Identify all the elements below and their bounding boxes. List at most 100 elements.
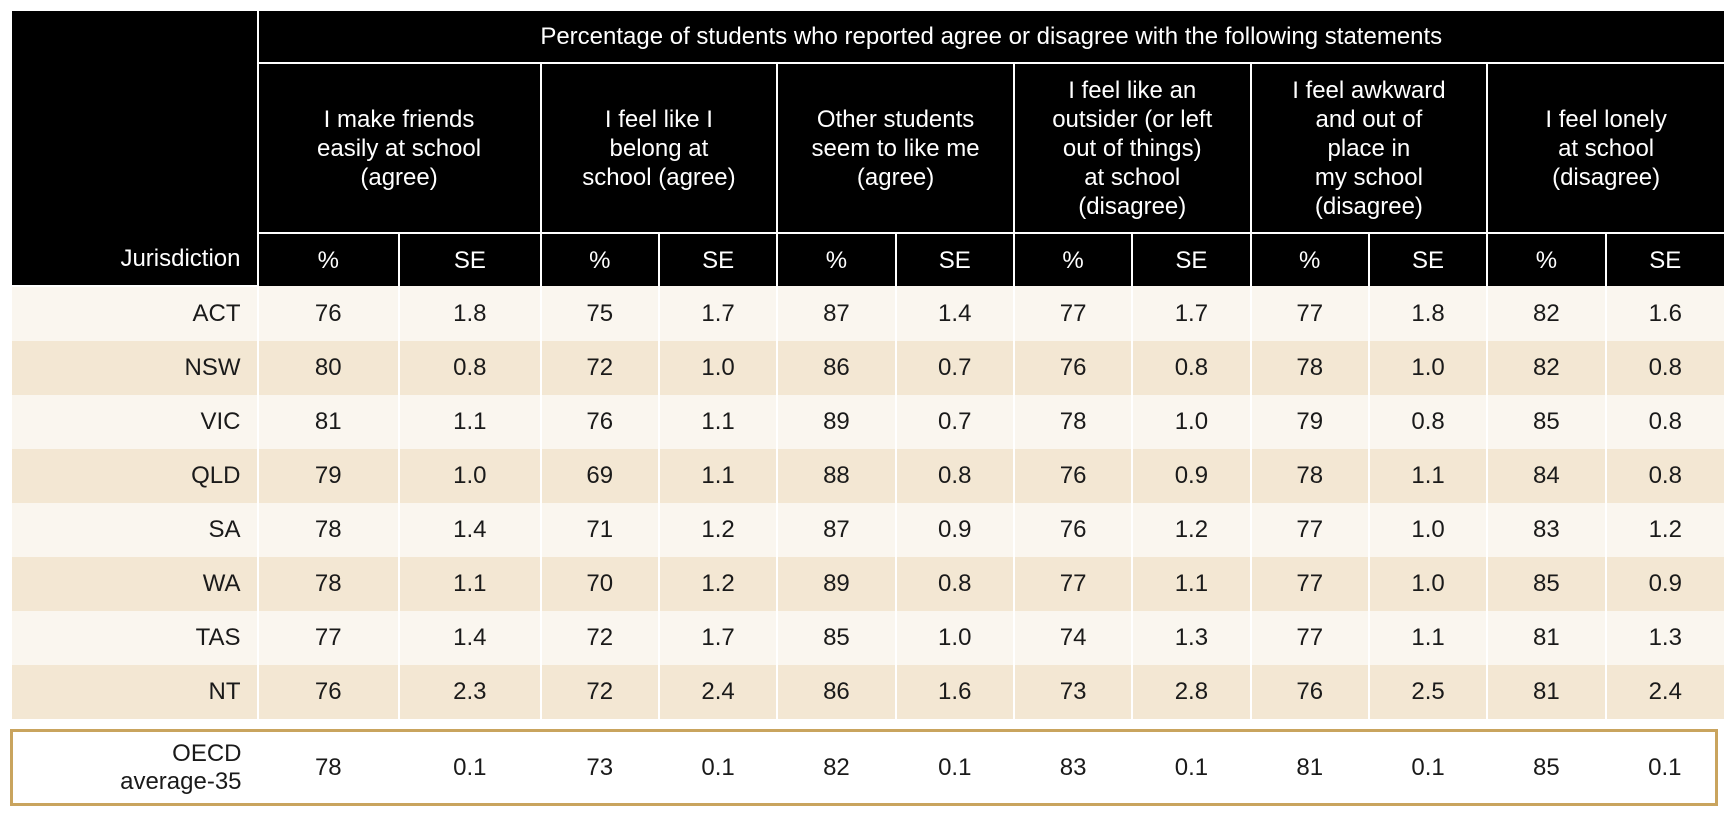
se-cell: 1.2 <box>657 557 778 611</box>
pct-cell: 78 <box>1249 449 1369 503</box>
se-cell: 0.1 <box>453 753 487 781</box>
jurisdiction-cell: VIC <box>12 395 258 449</box>
statement-line: I feel like I <box>604 105 713 133</box>
statement-line: (disagree) <box>1552 163 1661 191</box>
pct-cell: 76 <box>1012 449 1133 503</box>
se-cell: 1.0 <box>398 449 541 503</box>
se-cell: 0.8 <box>894 557 1014 611</box>
se-cell: 1.0 <box>1367 557 1488 611</box>
se-cell: 1.7 <box>657 286 778 341</box>
pct-cell: 72 <box>539 611 659 665</box>
pct-cell: 69 <box>539 449 659 503</box>
table-row: NSW 80 0.8 72 1.0 86 0.7 76 0.8 78 1.0 82 0.8 <box>12 341 1724 395</box>
jurisdiction-cell: TAS <box>12 611 258 665</box>
pct-cell: 84 <box>1486 449 1606 503</box>
pct-header: % <box>539 233 659 286</box>
pct-cell: 76 <box>1012 341 1133 395</box>
pct-cell: 81 <box>1486 611 1606 665</box>
statement-header-5: I feel awkward and out of place in my schoo… <box>1249 63 1488 234</box>
table-row: NT 76 2.3 72 2.4 86 1.6 73 2.8 76 2.5 81 2.4 <box>12 665 1724 719</box>
pct-cell: 85 <box>1533 753 1560 781</box>
pct-cell: 74 <box>1012 611 1133 665</box>
statement-line: (disagree) <box>1314 192 1423 220</box>
se-cell: 0.7 <box>894 341 1014 395</box>
se-cell: 0.9 <box>1131 449 1251 503</box>
pct-cell: 76 <box>256 286 400 341</box>
pct-cell: 76 <box>539 395 659 449</box>
se-cell: 0.9 <box>1604 557 1724 611</box>
se-cell: 2.8 <box>1131 665 1251 719</box>
pct-cell: 77 <box>256 611 400 665</box>
pct-cell: 72 <box>539 341 659 395</box>
statement-line: (agree) <box>856 163 935 191</box>
se-cell: 0.1 <box>1174 753 1209 781</box>
se-cell: 1.0 <box>657 341 778 395</box>
se-cell: 0.8 <box>1604 449 1724 503</box>
se-cell: 1.1 <box>1367 449 1488 503</box>
jurisdiction-header: Jurisdiction <box>12 11 258 287</box>
table-body: ACT 76 1.8 75 1.7 87 1.4 77 1.7 77 1.8 82 1.6 NSW 80 0.… <box>12 286 1724 719</box>
se-cell: 0.1 <box>701 753 735 781</box>
pct-cell: 80 <box>256 341 400 395</box>
statement-line: and out of <box>1315 105 1423 133</box>
jurisdiction-cell: SA <box>12 503 258 557</box>
pct-cell: 87 <box>776 286 896 341</box>
statement-line: I feel lonely <box>1545 105 1667 133</box>
statement-line: I feel awkward <box>1292 76 1446 104</box>
pct-cell: 83 <box>1486 503 1606 557</box>
jurisdiction-line: average-35 <box>120 767 242 795</box>
statement-line: Other students <box>816 105 975 133</box>
pct-cell: 73 <box>586 753 614 781</box>
table-row: SA 78 1.4 71 1.2 87 0.9 76 1.2 77 1.0 83 1.2 <box>12 503 1724 557</box>
se-cell: 2.4 <box>657 665 778 719</box>
se-cell: 1.0 <box>894 611 1014 665</box>
pct-cell: 78 <box>1249 341 1369 395</box>
se-header: SE <box>657 233 778 286</box>
pct-cell: 77 <box>1012 286 1133 341</box>
pct-cell: 72 <box>539 665 659 719</box>
se-cell: 1.7 <box>1131 286 1251 341</box>
se-cell: 0.1 <box>1648 753 1682 781</box>
table-header: Jurisdiction Percentage of students who … <box>12 11 1724 287</box>
se-cell: 1.0 <box>1367 341 1488 395</box>
se-header: SE <box>1131 233 1251 286</box>
statement-line: seem to like me <box>811 134 980 162</box>
pct-cell: 77 <box>1249 503 1369 557</box>
statement-line: belong at <box>609 134 709 162</box>
se-cell: 1.2 <box>657 503 778 557</box>
se-cell: 0.8 <box>1131 341 1251 395</box>
se-cell: 0.9 <box>894 503 1014 557</box>
se-cell: 1.4 <box>398 611 541 665</box>
student-belonging-table: Jurisdiction Percentage of students who … <box>12 11 1724 719</box>
pct-cell: 70 <box>539 557 659 611</box>
se-cell: 2.4 <box>1604 665 1724 719</box>
pct-cell: 73 <box>1012 665 1133 719</box>
pct-cell: 79 <box>1249 395 1369 449</box>
se-cell: 1.1 <box>657 449 778 503</box>
se-cell: 0.8 <box>1367 395 1488 449</box>
jurisdiction-cell: ACT <box>12 286 258 341</box>
se-cell: 0.8 <box>1604 395 1724 449</box>
pct-cell: 89 <box>776 557 896 611</box>
jurisdiction-cell: WA <box>12 557 258 611</box>
statement-line: at school <box>1558 134 1655 162</box>
statement-line: place in <box>1327 134 1411 162</box>
pct-cell: 76 <box>1249 665 1369 719</box>
se-cell: 1.1 <box>657 395 778 449</box>
pct-cell: 81 <box>1486 665 1606 719</box>
pct-header: % <box>256 233 400 286</box>
pct-cell: 76 <box>1012 503 1133 557</box>
se-header: SE <box>1604 233 1724 286</box>
statement-line: out of things) <box>1062 134 1202 162</box>
se-cell: 1.3 <box>1131 611 1251 665</box>
pct-cell: 78 <box>256 503 400 557</box>
pct-cell: 77 <box>1249 557 1369 611</box>
pct-cell: 85 <box>1486 395 1606 449</box>
pct-header: % <box>776 233 896 286</box>
pct-cell: 77 <box>1012 557 1133 611</box>
table-title: Percentage of students who reported agre… <box>256 11 1724 64</box>
se-cell: 1.6 <box>1604 286 1724 341</box>
pct-cell: 83 <box>1059 753 1087 781</box>
se-cell: 1.4 <box>398 503 541 557</box>
